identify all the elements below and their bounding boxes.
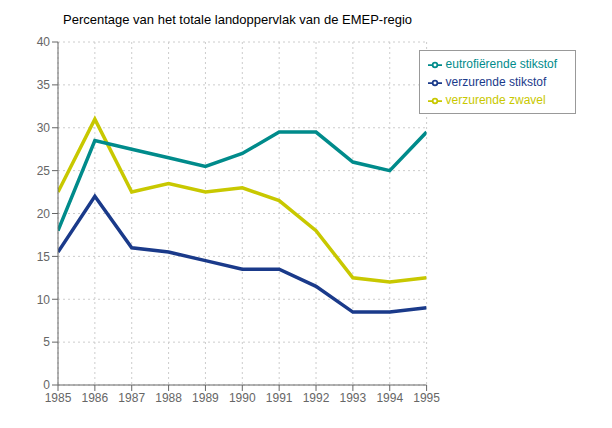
svg-text:1993: 1993: [340, 391, 367, 405]
svg-text:10: 10: [37, 293, 51, 307]
svg-text:1990: 1990: [229, 391, 256, 405]
svg-text:30: 30: [37, 121, 51, 135]
svg-text:25: 25: [37, 164, 51, 178]
svg-text:1991: 1991: [266, 391, 293, 405]
svg-text:1988: 1988: [155, 391, 182, 405]
svg-text:1994: 1994: [376, 391, 403, 405]
html-text:verzurende zwavel: verzurende zwavel: [445, 93, 546, 107]
svg-text:1987: 1987: [118, 391, 145, 405]
svg-text:40: 40: [37, 35, 51, 49]
svg-text:1985: 1985: [45, 391, 72, 405]
svg-text:35: 35: [37, 78, 51, 92]
svg-text:1989: 1989: [192, 391, 219, 405]
html-text:verzurende stikstof: verzurende stikstof: [445, 75, 547, 89]
svg-text:1986: 1986: [82, 391, 109, 405]
svg-text:1995: 1995: [413, 391, 440, 405]
svg-text:1992: 1992: [303, 391, 330, 405]
svg-text:20: 20: [37, 207, 51, 221]
svg-text:15: 15: [37, 250, 51, 264]
svg-text:5: 5: [43, 335, 50, 349]
html-text:eutrofiërende stikstof: eutrofiërende stikstof: [445, 57, 557, 71]
svg-text:0: 0: [43, 378, 50, 392]
html-text:Percentage van het totale land: Percentage van het totale landoppervlak …: [63, 12, 413, 27]
